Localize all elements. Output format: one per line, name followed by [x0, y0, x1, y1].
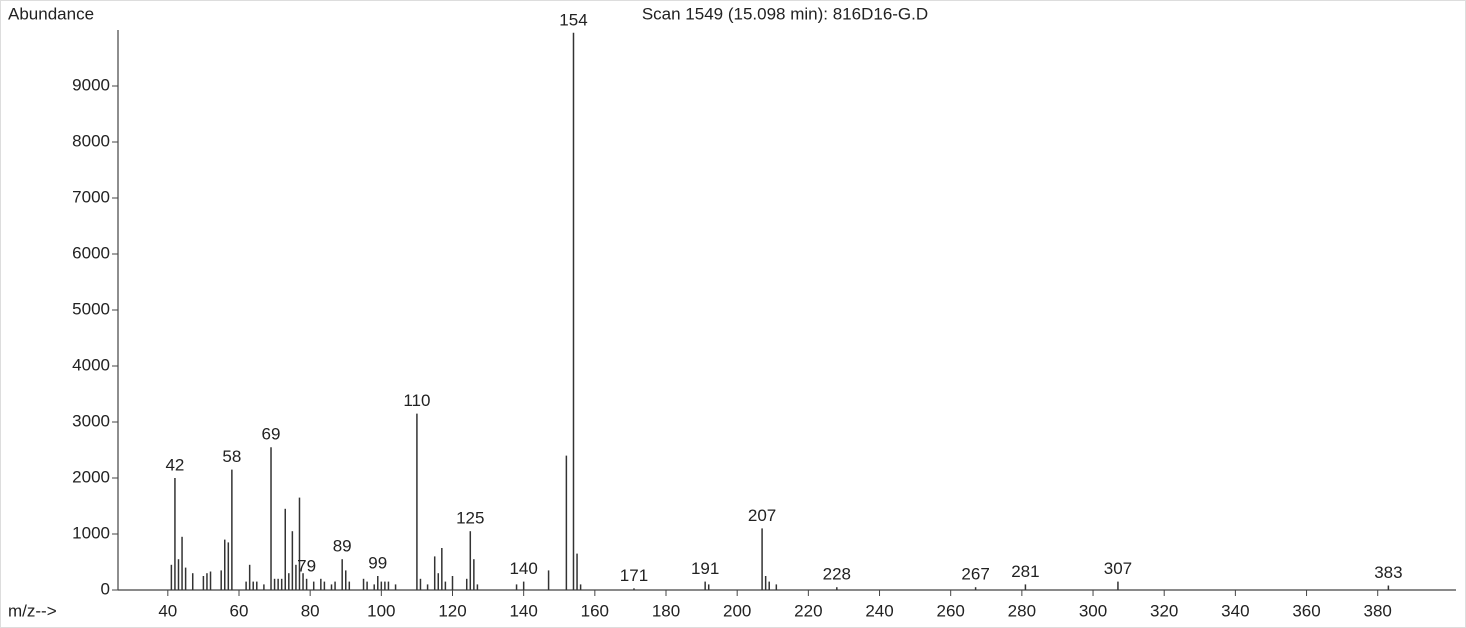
peak-label: 99 — [368, 553, 387, 572]
y-tick-label: 3000 — [72, 411, 110, 430]
x-tick-label: 80 — [301, 601, 320, 620]
peak-label: 171 — [620, 566, 648, 585]
x-tick-label: 280 — [1008, 601, 1036, 620]
x-tick-label: 100 — [367, 601, 395, 620]
y-tick-label: 4000 — [72, 355, 110, 374]
peak-label: 89 — [333, 537, 352, 556]
y-tick-label: 2000 — [72, 467, 110, 486]
y-axis-label: Abundance — [8, 4, 94, 23]
x-tick-label: 180 — [652, 601, 680, 620]
x-tick-label: 340 — [1221, 601, 1249, 620]
peak-label: 207 — [748, 506, 776, 525]
x-tick-label: 120 — [438, 601, 466, 620]
chart-title: Scan 1549 (15.098 min): 816D16-G.D — [642, 4, 928, 23]
peak-label: 58 — [222, 447, 241, 466]
x-tick-label: 240 — [865, 601, 893, 620]
y-tick-label: 1000 — [72, 523, 110, 542]
x-tick-label: 380 — [1364, 601, 1392, 620]
peak-label: 228 — [823, 565, 851, 584]
peak-label: 42 — [165, 455, 184, 474]
x-tick-label: 200 — [723, 601, 751, 620]
peak-label: 69 — [262, 425, 281, 444]
peak-label: 140 — [509, 559, 537, 578]
x-axis-label: m/z--> — [8, 601, 57, 620]
peak-label: 307 — [1104, 559, 1132, 578]
y-tick-label: 0 — [101, 579, 110, 598]
y-tick-label: 9000 — [72, 75, 110, 94]
x-tick-label: 360 — [1292, 601, 1320, 620]
x-tick-label: 220 — [794, 601, 822, 620]
x-tick-label: 260 — [937, 601, 965, 620]
peak-label: 383 — [1374, 563, 1402, 582]
y-tick-label: 6000 — [72, 243, 110, 262]
peak-label: 154 — [559, 10, 587, 29]
y-tick-label: 7000 — [72, 187, 110, 206]
x-tick-label: 140 — [509, 601, 537, 620]
peak-label: 125 — [456, 509, 484, 528]
x-tick-label: 40 — [158, 601, 177, 620]
peak-label: 79 — [297, 556, 316, 575]
peak-label: 267 — [961, 565, 989, 584]
peak-label: 191 — [691, 559, 719, 578]
x-tick-label: 160 — [581, 601, 609, 620]
x-tick-label: 60 — [230, 601, 249, 620]
peak-label: 281 — [1011, 562, 1039, 581]
y-tick-label: 5000 — [72, 299, 110, 318]
peak-label: 110 — [403, 391, 430, 410]
y-tick-label: 8000 — [72, 131, 110, 150]
x-tick-label: 300 — [1079, 601, 1107, 620]
x-tick-label: 320 — [1150, 601, 1178, 620]
